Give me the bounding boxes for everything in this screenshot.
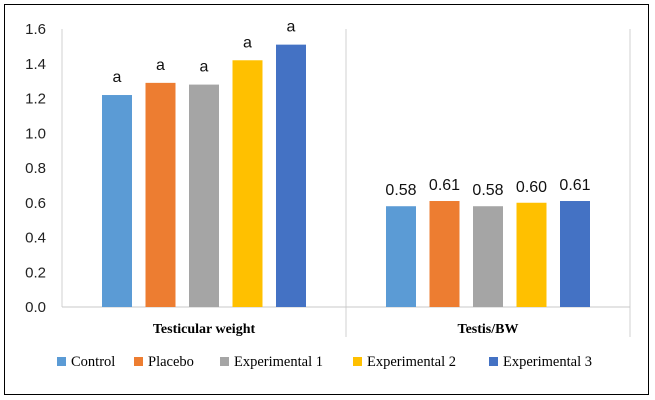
bar xyxy=(560,201,590,307)
bar xyxy=(102,95,132,308)
y-tick-label: 0.2 xyxy=(25,264,46,281)
bar xyxy=(145,82,176,307)
legend-label: Experimental 2 xyxy=(367,354,456,370)
bar xyxy=(189,84,219,307)
bar xyxy=(473,206,503,307)
data-label: 0.61 xyxy=(559,177,590,194)
y-tick-label: 1.6 xyxy=(25,21,46,38)
y-tick-label: 0.0 xyxy=(25,299,46,316)
y-tick-label: 1.0 xyxy=(25,125,46,142)
legend-swatch xyxy=(220,357,229,366)
y-tick-label: 0.6 xyxy=(25,195,46,212)
bar xyxy=(516,202,547,307)
data-label: 0.58 xyxy=(472,182,503,199)
y-tick-label: 0.4 xyxy=(25,230,46,247)
legend-swatch xyxy=(353,357,362,366)
legend-swatch xyxy=(57,357,66,366)
bar xyxy=(276,44,306,307)
significance-label: a xyxy=(113,69,122,86)
data-label: 0.61 xyxy=(429,177,460,194)
data-label: 0.60 xyxy=(516,179,547,196)
significance-label: a xyxy=(200,59,209,76)
legend-label: Control xyxy=(71,354,115,370)
x-category-label: Testicular weight xyxy=(153,322,256,337)
bar xyxy=(429,201,460,307)
y-tick-label: 1.2 xyxy=(25,91,46,108)
y-tick-label: 1.4 xyxy=(25,56,46,73)
legend-swatch xyxy=(489,357,498,366)
data-label: 0.58 xyxy=(385,182,416,199)
bar xyxy=(386,206,416,307)
bar xyxy=(232,60,263,308)
legend-swatch xyxy=(134,357,143,366)
legend-label: Experimental 1 xyxy=(234,354,323,370)
legend-label: Experimental 3 xyxy=(503,354,592,370)
legend-label: Placebo xyxy=(148,354,194,370)
significance-label: a xyxy=(156,57,165,74)
significance-label: a xyxy=(243,34,252,51)
significance-label: a xyxy=(287,19,296,36)
x-category-label: Testis/BW xyxy=(458,322,519,337)
y-tick-label: 0.8 xyxy=(25,160,46,177)
